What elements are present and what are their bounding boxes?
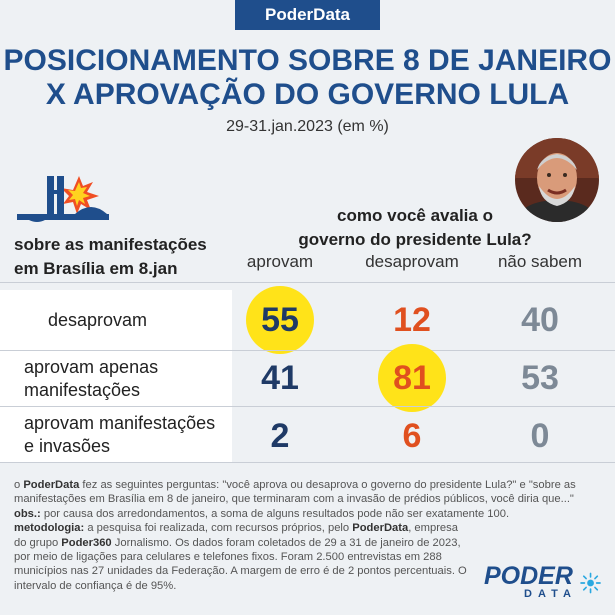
row-label-aprovam-apenas: aprovam apenas manifestações bbox=[0, 351, 232, 406]
row-label-line: e invasões bbox=[24, 435, 111, 456]
footnotes: o PoderData fez as seguintes perguntas: … bbox=[14, 478, 599, 593]
row-header: sobre as manifestações em Brasília em 8.… bbox=[14, 233, 207, 281]
cell-value: 55 bbox=[261, 300, 299, 339]
note-text: o bbox=[14, 479, 24, 491]
row-header-line-1: sobre as manifestações bbox=[14, 235, 207, 254]
column-header-desaprovam: desaprovam bbox=[365, 252, 459, 271]
logo-word-data: DATA bbox=[524, 588, 577, 600]
note-text: Jornalismo. Os dados foram coletados de … bbox=[14, 536, 467, 592]
cell-desaprovam-desaprovam: 12 bbox=[347, 290, 477, 350]
note-text: , empresa do grupo bbox=[14, 522, 458, 549]
note-brand: PoderData bbox=[23, 479, 80, 491]
note-text: fez as seguintes perguntas: "você aprova… bbox=[14, 479, 576, 506]
table-divider bbox=[0, 406, 615, 407]
note-label: metodologia: bbox=[14, 522, 85, 535]
cell-aprovam-invasoes-nao-sabem: 0 bbox=[475, 406, 605, 466]
row-label-aprovam-invasoes: aprovam manifestações e invasões bbox=[0, 407, 232, 462]
column-header-aprovam: aprovam bbox=[246, 252, 314, 271]
chart-question: como você avalia o governo do presidente… bbox=[275, 204, 555, 252]
cell-value: 12 bbox=[393, 300, 431, 339]
row-header-line-2: em Brasília em 8.jan bbox=[14, 259, 178, 278]
question-line-2: governo do presidente Lula? bbox=[298, 230, 532, 249]
cell-value: 41 bbox=[261, 358, 299, 397]
poderdata-logo: PODER DATA bbox=[484, 564, 602, 604]
row-label-desaprovam: desaprovam bbox=[0, 290, 232, 350]
question-line-1: como você avalia o bbox=[337, 206, 493, 225]
highlight-bubble bbox=[246, 286, 314, 354]
note-obs: obs.: por causa dos arredondamentos, a s… bbox=[14, 507, 599, 521]
note-text: por causa dos arredondamentos, a soma de… bbox=[40, 507, 510, 520]
title-line-1: POSICIONAMENTO SOBRE 8 DE JANEIRO bbox=[3, 44, 612, 77]
table-divider bbox=[0, 350, 615, 351]
table-divider bbox=[0, 282, 615, 283]
row-label-line: aprovam manifestações bbox=[24, 412, 216, 433]
row-label-line: desaprovam bbox=[48, 309, 148, 330]
row-label-line: aprovam apenas bbox=[24, 356, 159, 377]
cell-value: 6 bbox=[402, 416, 422, 455]
column-header-nao-sabem: não sabem bbox=[497, 252, 583, 271]
highlight-bubble bbox=[378, 344, 446, 412]
row-label-line: manifestações bbox=[24, 379, 141, 400]
logo-burst-icon bbox=[580, 572, 601, 594]
note-label: obs.: bbox=[14, 507, 41, 520]
table-divider bbox=[0, 462, 615, 463]
cell-aprovam-invasoes-aprovam: 2 bbox=[215, 406, 345, 466]
cell-desaprovam-aprovam: 55 bbox=[215, 286, 345, 354]
cell-value: 40 bbox=[521, 300, 559, 339]
cell-aprovam-apenas-desaprovam: 81 bbox=[347, 344, 477, 412]
cell-aprovam-apenas-nao-sabem: 53 bbox=[475, 348, 605, 408]
brasilia-congress-icon bbox=[17, 168, 109, 232]
note-group: Poder360 bbox=[61, 536, 112, 549]
note-brand: PoderData bbox=[352, 522, 409, 535]
note-intro: o PoderData fez as seguintes perguntas: … bbox=[14, 478, 599, 507]
note-method: metodologia: a pesquisa foi realizada, c… bbox=[14, 521, 469, 593]
cell-value: 0 bbox=[530, 416, 550, 455]
page-title: POSICIONAMENTO SOBRE 8 DE JANEIRO X APRO… bbox=[0, 44, 615, 112]
cell-value: 2 bbox=[270, 416, 290, 455]
cell-aprovam-invasoes-desaprovam: 6 bbox=[347, 406, 477, 466]
title-line-2: X APROVAÇÃO DO GOVERNO LULA bbox=[45, 78, 570, 111]
cell-value: 53 bbox=[521, 358, 559, 397]
cell-desaprovam-nao-sabem: 40 bbox=[475, 290, 605, 350]
logo-word-poder: PODER bbox=[484, 562, 573, 590]
note-text: a pesquisa foi realizada, com recursos p… bbox=[84, 522, 353, 535]
subtitle: 29-31.jan.2023 (em %) bbox=[226, 118, 389, 135]
cell-aprovam-apenas-aprovam: 41 bbox=[215, 348, 345, 408]
cell-value: 81 bbox=[393, 358, 431, 397]
brand-tab: PoderData bbox=[235, 0, 380, 30]
